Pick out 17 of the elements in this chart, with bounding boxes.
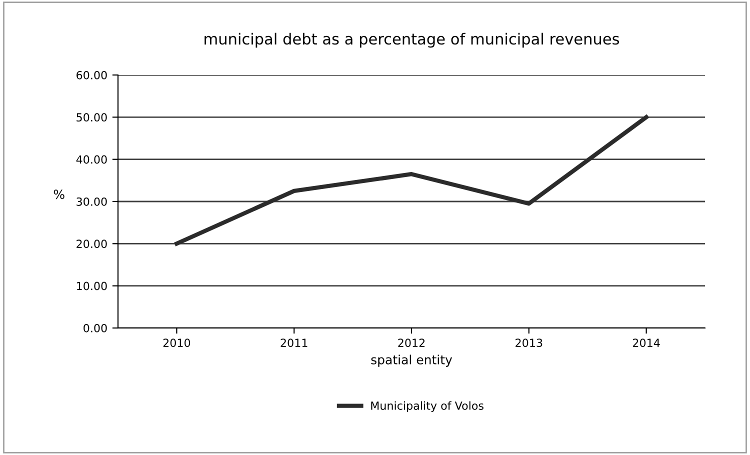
y-tick-label: 40.00 (76, 155, 107, 164)
y-tick-label: 50.00 (76, 113, 107, 122)
y-tick-label: 30.00 (76, 197, 107, 206)
x-tick-label: 2011 (280, 338, 308, 348)
chart-title: municipal debt as a percentage of municipal revenues (204, 32, 620, 48)
legend-label: Municipality of Volos (371, 401, 484, 412)
y-tick-label: 60.00 (76, 70, 107, 80)
x-tick-label: 2012 (398, 338, 425, 348)
x-tick-label: 2013 (516, 338, 542, 348)
line-series (174, 115, 648, 246)
x-tick-label: 2010 (163, 338, 190, 348)
x-axis-title: spatial entity (371, 354, 452, 367)
y-tick-label: 10.00 (76, 282, 107, 290)
y-axis-title: % (54, 190, 64, 200)
y-tick-label: 0.00 (84, 324, 107, 332)
x-tick-label: 2014 (632, 338, 660, 348)
y-tick-label: 20.00 (76, 240, 107, 248)
